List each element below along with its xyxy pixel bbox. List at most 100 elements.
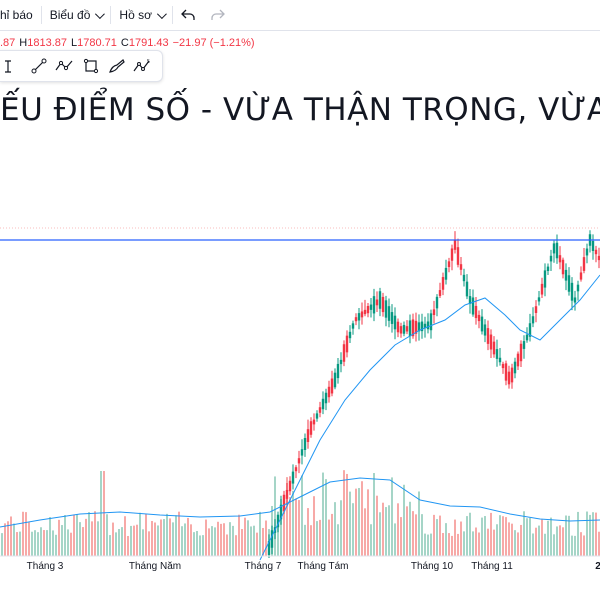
candle-body (327, 386, 331, 398)
candle-body (420, 321, 424, 332)
volume-bar (70, 532, 72, 556)
candle-body (381, 296, 385, 313)
volume-bar (580, 532, 582, 556)
volume-bar (19, 531, 21, 556)
candle-body (561, 259, 565, 275)
candle-body (456, 247, 460, 265)
rectangle-icon[interactable] (78, 52, 104, 80)
volume-bar (208, 528, 210, 556)
candle-body (369, 304, 373, 310)
volume-bar (118, 529, 120, 556)
candle-body (372, 296, 376, 314)
volume-bar (502, 516, 504, 556)
candle-body (501, 363, 505, 369)
volume-bar (91, 521, 93, 556)
chart-menu-button[interactable]: Biểu đồ (42, 0, 111, 30)
volume-bar (124, 516, 126, 556)
volume-bar (61, 525, 63, 556)
volume-bar (586, 511, 588, 556)
candle-body (291, 471, 295, 484)
profile-menu-button[interactable]: Hồ sơ (111, 0, 172, 30)
ray-icon[interactable] (26, 52, 52, 80)
volume-bar (550, 517, 552, 556)
candle-body (462, 274, 466, 282)
trend-line-icon[interactable] (0, 52, 26, 80)
volume-bar (256, 532, 258, 556)
candle-body (402, 324, 406, 334)
volume-bar (250, 526, 252, 556)
volume-bar (343, 470, 345, 556)
volume-bar (385, 507, 387, 556)
candle-body (432, 309, 436, 316)
undo-icon[interactable] (173, 0, 203, 30)
volume-bar (577, 511, 579, 556)
path-icon[interactable] (52, 52, 78, 80)
time-label: Tháng 3 (26, 561, 64, 572)
volume-bar (496, 524, 498, 556)
redo-icon[interactable] (203, 0, 233, 30)
volume-bar (289, 497, 291, 556)
volume-bar (280, 499, 282, 556)
volume-bar (127, 535, 129, 556)
candle-body (564, 269, 568, 281)
volume-bar (481, 517, 483, 556)
candle-body (300, 449, 304, 456)
candle-body (555, 242, 559, 259)
volume-bar (94, 511, 96, 556)
candle-body (552, 243, 556, 254)
candle-body (270, 530, 274, 548)
candle-body (459, 264, 463, 270)
volume-bar (55, 534, 57, 556)
volume-ma-line (0, 477, 600, 528)
volume-bar (433, 514, 435, 556)
toolbar-divider (171, 6, 173, 24)
volume-bar (346, 473, 348, 556)
candle-body (294, 467, 298, 472)
candle-body (336, 363, 340, 379)
candle-body (426, 321, 430, 330)
volume-bar (325, 479, 327, 556)
volume-bar (355, 488, 357, 556)
elliott-wave-icon[interactable]: 5 (130, 52, 156, 80)
volume-bar (556, 526, 558, 556)
candle-body (384, 300, 388, 318)
volume-bar (10, 516, 12, 556)
volume-bar (499, 515, 501, 556)
candle-body (522, 341, 526, 349)
candle-body (315, 413, 319, 419)
svg-text:5: 5 (147, 59, 150, 65)
volume-bar (28, 522, 30, 556)
high-key: H (19, 37, 28, 49)
time-axis: Tháng 3 Tháng Năm Tháng 7 Tháng Tám Thán… (0, 556, 600, 600)
volume-bar (211, 526, 213, 556)
volume-bar (217, 521, 219, 556)
candle-body (360, 311, 364, 318)
candle-body (516, 353, 520, 367)
volume-bar (442, 533, 444, 556)
volume-bar (220, 523, 222, 556)
candle-body (579, 272, 583, 280)
volume-bar (451, 535, 453, 556)
candle-body (429, 313, 433, 331)
time-label: Tháng Năm (128, 561, 182, 572)
brush-icon[interactable] (104, 52, 130, 80)
volume-bar (400, 517, 402, 556)
candle-body (558, 255, 562, 263)
volume-bar (394, 523, 396, 556)
candle-body (357, 313, 361, 321)
volume-bar (145, 513, 147, 556)
volume-bar (349, 491, 351, 556)
volume-bar (262, 527, 264, 556)
alert-button[interactable]: hỉ báo (0, 0, 41, 30)
volume-bar (592, 512, 594, 556)
volume-bar (34, 530, 36, 556)
candle-body (408, 320, 412, 337)
volume-bar (286, 477, 288, 556)
volume-bar (151, 520, 153, 556)
volume-bar (328, 519, 330, 556)
volume-bar (532, 533, 534, 556)
candle-body (510, 367, 514, 383)
volume-bar (382, 502, 384, 556)
